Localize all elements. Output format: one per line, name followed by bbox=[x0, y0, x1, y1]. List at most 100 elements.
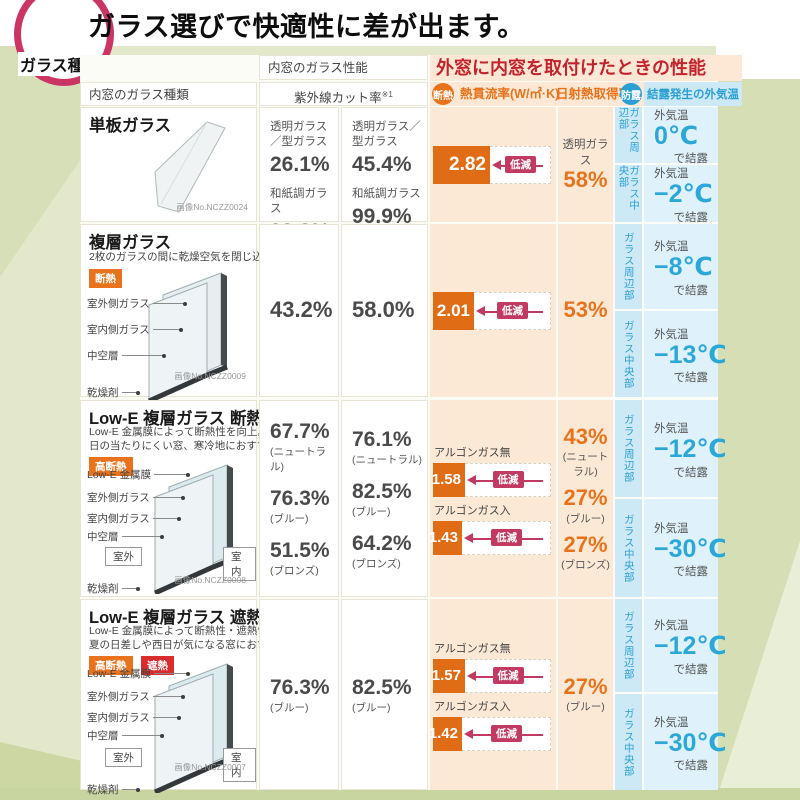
diagram-label: 室外側ガラス bbox=[81, 689, 185, 704]
dew-post-label: で結露 bbox=[673, 372, 709, 385]
dew-temperature: −8℃ bbox=[654, 253, 713, 282]
glass-type-desc: 日の当たりにくい窓、寒冷地におすすめ。 bbox=[89, 440, 289, 452]
uv-cut-cell-a: 76.3% (ブルー) bbox=[259, 599, 339, 790]
dew-zone-label: ガラス周辺部 bbox=[622, 611, 635, 680]
uv-value: 43.2% bbox=[270, 296, 333, 322]
uv-sub-label: (ブロンズ) bbox=[352, 557, 401, 570]
dew-temp-cell: 外気温 −13℃ で結露 bbox=[644, 311, 727, 397]
argon-label: アルゴンガス無 bbox=[434, 446, 511, 459]
uv-value: 67.7% bbox=[270, 420, 330, 443]
dew-temperature: −13℃ bbox=[654, 340, 727, 369]
uv-cut-cell-a: 43.2% bbox=[259, 224, 339, 397]
argon-label: アルゴンガス入 bbox=[434, 700, 511, 713]
u-value-bar: 1.57 低減 bbox=[432, 658, 553, 693]
dew-zone-strip: ガラス周辺部 bbox=[615, 599, 642, 692]
image-caption: 画像No.NCZZ0007 bbox=[174, 762, 246, 772]
uv-value: 51.5% bbox=[270, 539, 330, 562]
uv-header-text: 紫外線カット率 bbox=[294, 91, 382, 106]
image-caption: 画像No.NCZZ0008 bbox=[174, 575, 246, 585]
reduction-arrow: 低減 bbox=[462, 717, 551, 751]
dew-temp-cell: 外気温 −2℃ で結露 bbox=[644, 165, 718, 224]
dew-pre-label: 外気温 bbox=[654, 716, 689, 729]
u-value-bar: 1.58 低減 bbox=[432, 462, 553, 497]
dew-temperature: −30℃ bbox=[654, 534, 727, 563]
uv-sub-label: (ブロンズ) bbox=[270, 565, 319, 577]
title-band bbox=[0, 0, 800, 46]
uv-value: 26.1% bbox=[270, 152, 330, 176]
dew-temp-cell: 外気温 −12℃ で結露 bbox=[644, 400, 727, 497]
heat-shield-tag: 遮熱 bbox=[140, 656, 174, 675]
dew-temp-cell: 外気温 −30℃ で結露 bbox=[644, 694, 727, 790]
uv-sub-label: (ニュートラル) bbox=[270, 446, 326, 473]
uv-value: 45.4% bbox=[352, 152, 412, 176]
dew-temp-cell: 外気温 −12℃ で結露 bbox=[644, 599, 727, 692]
solar-sub-label: (ニュートラル) bbox=[562, 451, 609, 479]
glass-type-cell: Low-E 複層ガラス 断熱タイプ Low-E 金属膜によって断熱性を向上。 日… bbox=[80, 400, 312, 597]
badge-row: 断熱 bbox=[89, 269, 126, 288]
dew-temp-cell: 外気温 −30℃ で結露 bbox=[644, 499, 727, 597]
insulation-badge-icon: 断熱 bbox=[432, 83, 454, 105]
arrow-head-icon bbox=[476, 305, 485, 316]
dew-temperature: 0℃ bbox=[654, 121, 699, 150]
uv-header-note: ※1 bbox=[381, 90, 393, 99]
outdoor-box: 室外 bbox=[105, 748, 142, 767]
solar-value: 43% bbox=[563, 424, 608, 450]
uv-value: 99.9% bbox=[352, 204, 412, 228]
solar-value: 27% bbox=[563, 673, 608, 699]
dew-temp-cell: 外気温 −8℃ で結露 bbox=[644, 224, 718, 309]
uv-sub-label: (ブルー) bbox=[352, 505, 391, 518]
uv-cut-cell-a: 67.7% (ニュートラル) 76.3% (ブルー) 51.5% (ブロンズ) bbox=[259, 400, 339, 597]
uv-value: 76.3% bbox=[270, 487, 330, 510]
header-u-value: 熱貫流率(W/㎡·K) bbox=[460, 87, 560, 101]
solar-gain-cell: 透明ガラス 58% bbox=[558, 107, 613, 222]
diagram-label: 室内側ガラス bbox=[81, 511, 181, 526]
header-uv-cut-rate: 紫外線カット率※1 bbox=[259, 82, 428, 106]
uv-cut-cell-b: 58.0% bbox=[341, 224, 428, 397]
low-e-glass-diagram bbox=[153, 464, 234, 594]
header-outer-performance-title: 外窓に内窓を取付けたときの性能 bbox=[430, 55, 742, 81]
dew-pre-label: 外気温 bbox=[654, 620, 689, 633]
arrow-head-icon bbox=[492, 159, 501, 170]
solar-gain-cell: 43% (ニュートラル) 27% (ブルー) 27% (ブロンズ) bbox=[558, 400, 613, 597]
glass-type-desc: Low-E 金属膜によって断熱性・遮熱性を向上。 bbox=[89, 625, 310, 637]
solar-value: 58% bbox=[563, 167, 608, 193]
glass-type-name: Low-E 複層ガラス 遮熱タイプ bbox=[89, 609, 313, 627]
dew-pre-label: 外気温 bbox=[654, 109, 689, 122]
glass-type-name: 複層ガラス bbox=[89, 234, 172, 252]
diagram-label: 室外側ガラス bbox=[81, 490, 185, 505]
uv-sub-label: (ブルー) bbox=[270, 701, 309, 714]
dew-temperature: −12℃ bbox=[654, 632, 727, 661]
uv-value: 76.3% bbox=[270, 675, 330, 699]
uv-sub-label: (ブルー) bbox=[270, 513, 309, 525]
arrow-head-icon bbox=[467, 670, 476, 681]
uv-value: 58.0% bbox=[352, 296, 415, 322]
u-value-box: 1.57 bbox=[432, 658, 465, 693]
image-caption: 画像No.NCZZ0024 bbox=[176, 202, 248, 212]
uv-label: 透明ガラス／型ガラス bbox=[352, 121, 421, 148]
glass-type-desc: 2枚のガラスの間に乾燥空気を閉じ込め断熱。 bbox=[89, 251, 305, 263]
low-e-glass-diagram bbox=[153, 663, 234, 793]
diagram-label: 室内側ガラス bbox=[81, 322, 183, 337]
dew-post-label: で結露 bbox=[673, 466, 709, 479]
dew-zone-label: ガラス中央部 bbox=[622, 513, 635, 583]
dew-post-label: で結露 bbox=[673, 153, 709, 166]
reduction-badge: 低減 bbox=[505, 156, 536, 173]
solar-gain-cell: 53% bbox=[558, 224, 613, 397]
dew-post-label: で結露 bbox=[673, 566, 709, 579]
dew-post-label: で結露 bbox=[673, 760, 709, 773]
reduction-badge: 低減 bbox=[497, 302, 528, 319]
solar-sub-label: (ブルー) bbox=[566, 512, 605, 525]
dew-pre-label: 外気温 bbox=[654, 241, 689, 254]
indoor-box: 室内 bbox=[223, 547, 256, 581]
uv-cut-cell-b: 76.1% (ニュートラル) 82.5% (ブルー) 64.2% (ブロンズ) bbox=[341, 400, 428, 597]
background-shape bbox=[0, 788, 800, 800]
dew-zone-strip: ガラス中央部 bbox=[615, 311, 642, 397]
badge-row: 高断熱 遮熱 bbox=[89, 656, 178, 675]
dew-pre-label: 外気温 bbox=[654, 423, 689, 436]
uv-label: 和紙調ガラス bbox=[270, 187, 328, 215]
reduction-badge: 低減 bbox=[492, 471, 524, 488]
outdoor-box: 室外 bbox=[105, 547, 142, 566]
uv-value: 76.1% bbox=[352, 427, 412, 451]
diagram-label: 中空層 bbox=[81, 348, 166, 363]
diagram-label: Low-E 金属膜 bbox=[81, 467, 191, 482]
